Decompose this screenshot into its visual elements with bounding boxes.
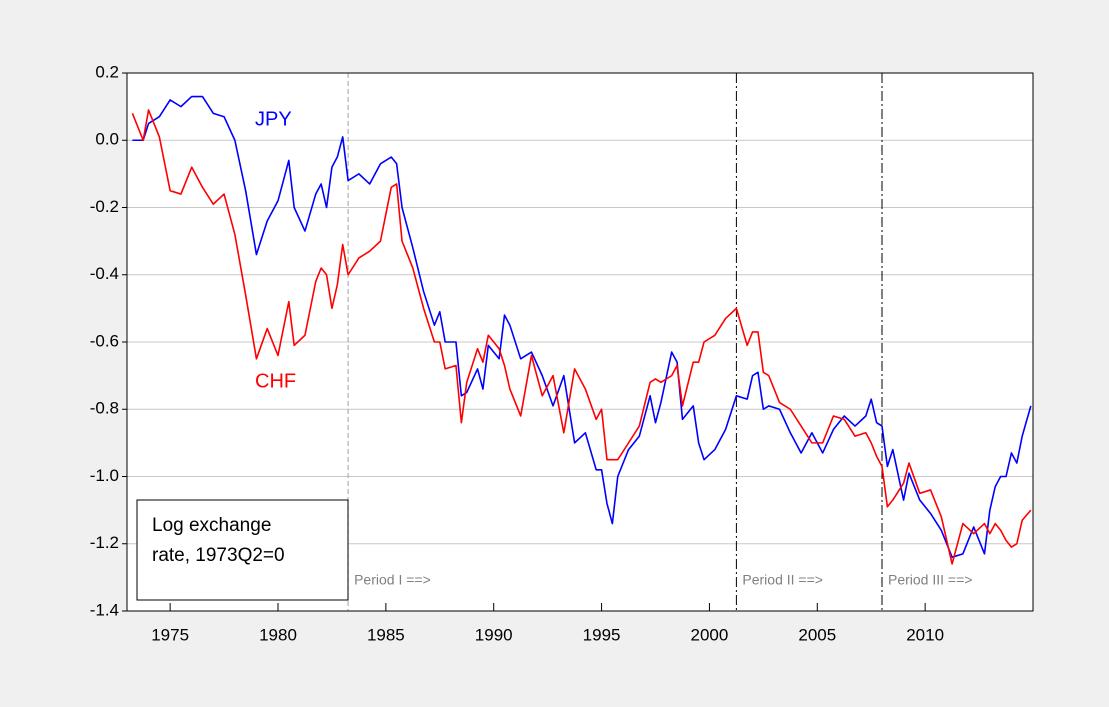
x-tick-label: 1995 <box>583 625 621 644</box>
x-tick-label: 2000 <box>691 625 729 644</box>
period-label: Period I ==> <box>354 572 431 588</box>
y-tick-label: -1.4 <box>90 600 119 619</box>
plot-border <box>126 72 1034 612</box>
labels: -1.4 -1.2 -1.0 -0.8 -0.6 -0.4 -0.2 0.0 0.2 1975 19… <box>90 62 973 644</box>
y-tick-label: -0.6 <box>90 331 119 350</box>
x-tick-label: 1980 <box>259 625 297 644</box>
series-label: CHF <box>255 370 296 392</box>
note-box <box>136 499 349 601</box>
y-tick-label: -0.8 <box>90 399 119 418</box>
y-tick-label: -1.2 <box>90 533 119 552</box>
x-tick-label: 1975 <box>151 625 189 644</box>
y-tick-label: -0.2 <box>90 197 119 216</box>
x-tick-label: 1985 <box>367 625 405 644</box>
note-text: Log exchange <box>152 515 271 536</box>
period-label: Period II ==> <box>742 572 823 588</box>
y-tick-label: 0.2 <box>95 62 119 81</box>
y-tick-label: -0.4 <box>90 264 119 283</box>
y-tick-label: 0.0 <box>95 130 119 149</box>
note-text: rate, 1973Q2=0 <box>152 545 285 566</box>
series-line <box>132 95 1032 558</box>
y-tick-label: -1.0 <box>90 466 119 485</box>
x-tick-label: 2010 <box>906 625 944 644</box>
x-tick-label: 2005 <box>798 625 836 644</box>
x-tick-label: 1990 <box>475 625 513 644</box>
period-label: Period III ==> <box>888 572 972 588</box>
series-label: JPY <box>255 108 292 130</box>
series-line <box>131 109 1032 565</box>
